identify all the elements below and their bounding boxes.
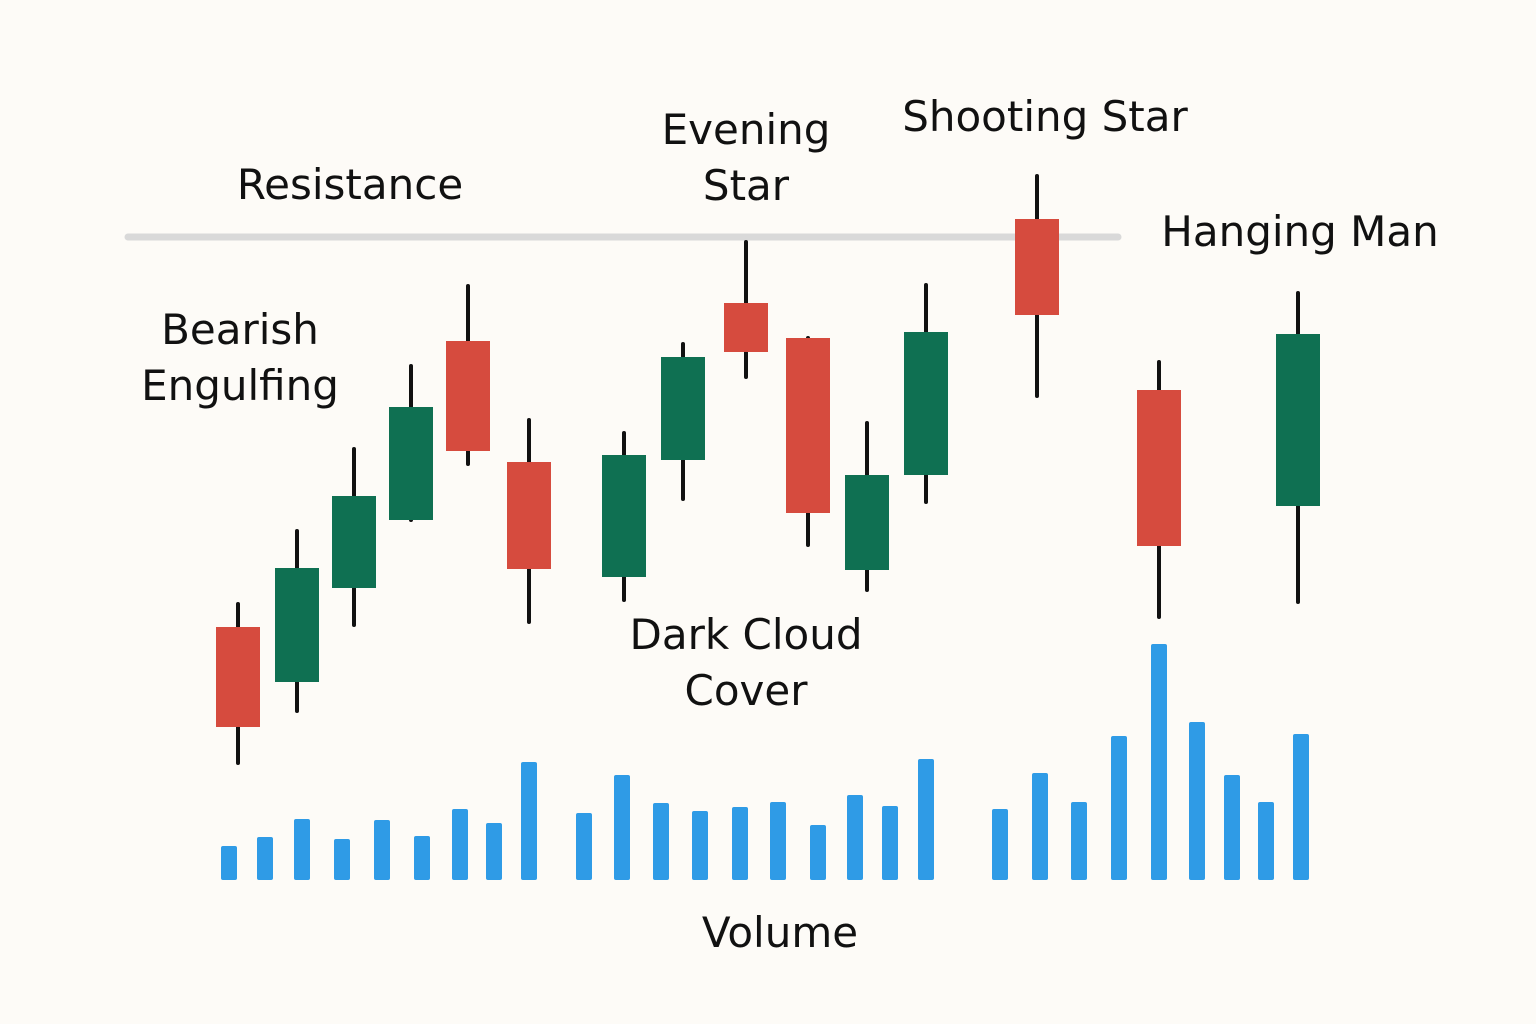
volume-bar — [1151, 644, 1167, 880]
volume-bar — [1111, 736, 1127, 880]
candle-body — [507, 462, 551, 569]
candle-body — [602, 455, 646, 577]
volume-bar — [1032, 773, 1048, 880]
volume-bar — [1293, 734, 1309, 880]
annotation: Hanging Man — [1161, 207, 1439, 256]
volume-bar — [374, 820, 390, 880]
candle-body — [332, 496, 376, 588]
volume-bar — [992, 809, 1008, 880]
volume-bar — [294, 819, 310, 880]
annotation: Volume — [701, 908, 859, 957]
candle-body — [216, 627, 260, 727]
volume-bar — [221, 846, 237, 880]
candle-body — [786, 338, 830, 513]
volume-bar — [614, 775, 630, 880]
annotation: Bearish Engulfing — [141, 305, 339, 410]
annotation: Dark Cloud Cover — [629, 610, 863, 715]
volume-bar — [692, 811, 708, 880]
volume-bar — [1258, 802, 1274, 880]
candle-body — [845, 475, 889, 570]
volume-bar — [257, 837, 273, 880]
annotation: Resistance — [236, 160, 464, 209]
candle-body — [446, 341, 490, 451]
volume-bar — [847, 795, 863, 880]
volume-bar — [653, 803, 669, 880]
candle-body — [661, 357, 705, 460]
volume-bar — [334, 839, 350, 880]
candle-body — [1276, 334, 1320, 506]
candle-body — [389, 407, 433, 520]
volume-bar — [452, 809, 468, 880]
volume-bar — [1224, 775, 1240, 880]
volume-bar — [1189, 722, 1205, 880]
candle-body — [275, 568, 319, 682]
candle-body — [1137, 390, 1181, 546]
volume-bar — [882, 806, 898, 880]
candle-body — [1015, 219, 1059, 315]
volume-bar — [486, 823, 502, 880]
volume-bar — [918, 759, 934, 880]
candle-body — [724, 303, 768, 352]
annotation: Evening Star — [661, 105, 831, 210]
candle-body — [904, 332, 948, 475]
volume-bar — [521, 762, 537, 880]
volume-bar — [810, 825, 826, 880]
volume-bar — [1071, 802, 1087, 880]
volume-bar — [770, 802, 786, 880]
annotation: Shooting Star — [902, 92, 1188, 141]
volume-bar — [732, 807, 748, 880]
volume-bar — [414, 836, 430, 880]
volume-bar — [576, 813, 592, 880]
